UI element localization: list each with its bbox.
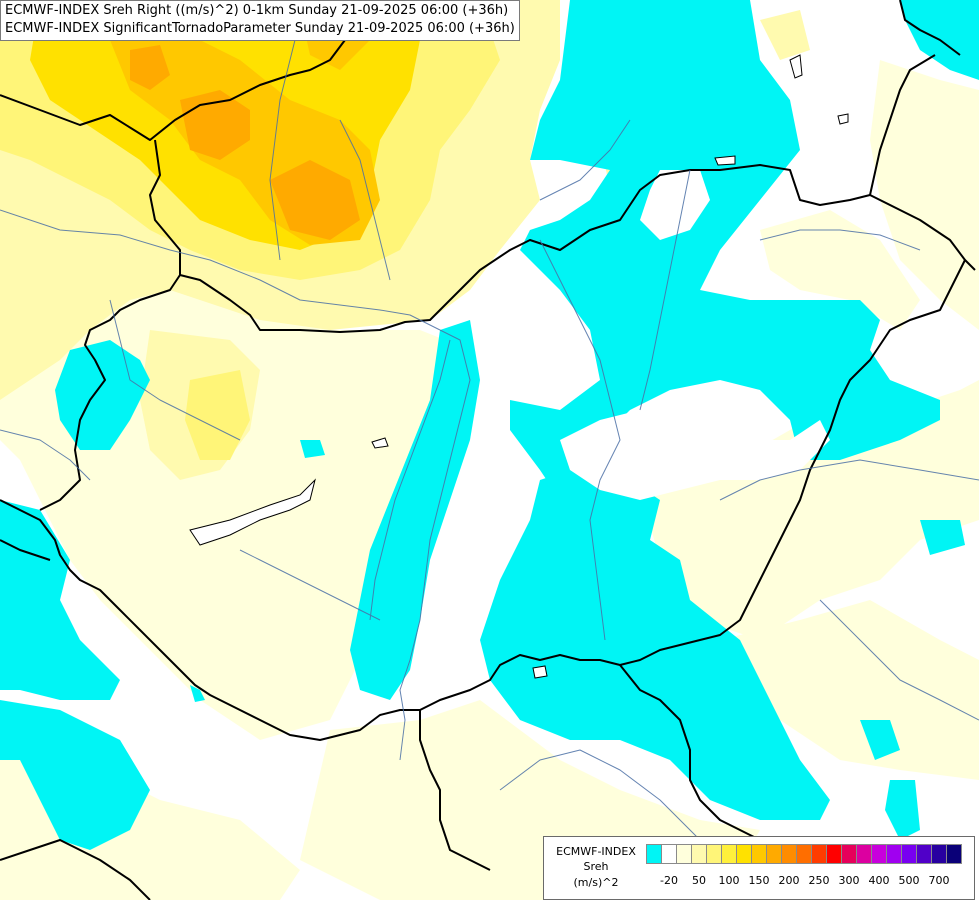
- title-line-1: ECMWF-INDEX Sreh Right ((m/s)^2) 0-1km S…: [5, 3, 509, 18]
- legend-tick-label: 150: [748, 874, 770, 887]
- legend-swatch: [811, 844, 827, 864]
- legend-tick-label: 400: [868, 874, 890, 887]
- legend-swatch: [736, 844, 752, 864]
- legend-swatch: [781, 844, 797, 864]
- title-line-2: ECMWF-INDEX SignificantTornadoParameter …: [5, 21, 515, 36]
- legend-swatch: [916, 844, 932, 864]
- legend-swatch: [856, 844, 872, 864]
- legend-swatch: [886, 844, 902, 864]
- legend-swatch: [826, 844, 842, 864]
- legend-label-unit: (m/s)^2: [573, 876, 619, 889]
- legend-label-product: ECMWF-INDEX: [556, 845, 636, 858]
- legend-tick-label: 700: [928, 874, 950, 887]
- legend-swatch: [871, 844, 887, 864]
- legend-swatch: [706, 844, 722, 864]
- legend-swatch: [751, 844, 767, 864]
- legend-tick-label: 500: [898, 874, 920, 887]
- legend-swatch: [766, 844, 782, 864]
- legend-tick-label: 300: [838, 874, 860, 887]
- legend-label-parameter: Sreh: [583, 860, 609, 873]
- legend-ticks: -20 50 100 150 200 250 300 400 500 700: [646, 874, 976, 888]
- legend-swatch: [661, 844, 677, 864]
- legend-swatch: [841, 844, 857, 864]
- color-legend: ECMWF-INDEX Sreh (m/s)^2 -20 50 100 150 200 2…: [543, 836, 975, 900]
- legend-swatch: [721, 844, 737, 864]
- legend-swatch: [691, 844, 707, 864]
- rivers: [0, 19, 979, 841]
- legend-tick-label: 250: [808, 874, 830, 887]
- legend-swatches: [646, 844, 962, 864]
- legend-swatch: [946, 844, 962, 864]
- legend-tick-label: 50: [692, 874, 706, 887]
- legend-swatch: [676, 844, 692, 864]
- legend-swatch: [796, 844, 812, 864]
- white-holes: [530, 170, 830, 500]
- map-title-box: ECMWF-INDEX Sreh Right ((m/s)^2) 0-1km S…: [0, 0, 520, 41]
- legend-tick-label: 100: [718, 874, 740, 887]
- legend-swatch: [646, 844, 662, 864]
- legend-swatch: [931, 844, 947, 864]
- legend-tick-label: 200: [778, 874, 800, 887]
- legend-swatch: [901, 844, 917, 864]
- lakes: [189, 54, 849, 679]
- legend-tick-label: -20: [660, 874, 678, 887]
